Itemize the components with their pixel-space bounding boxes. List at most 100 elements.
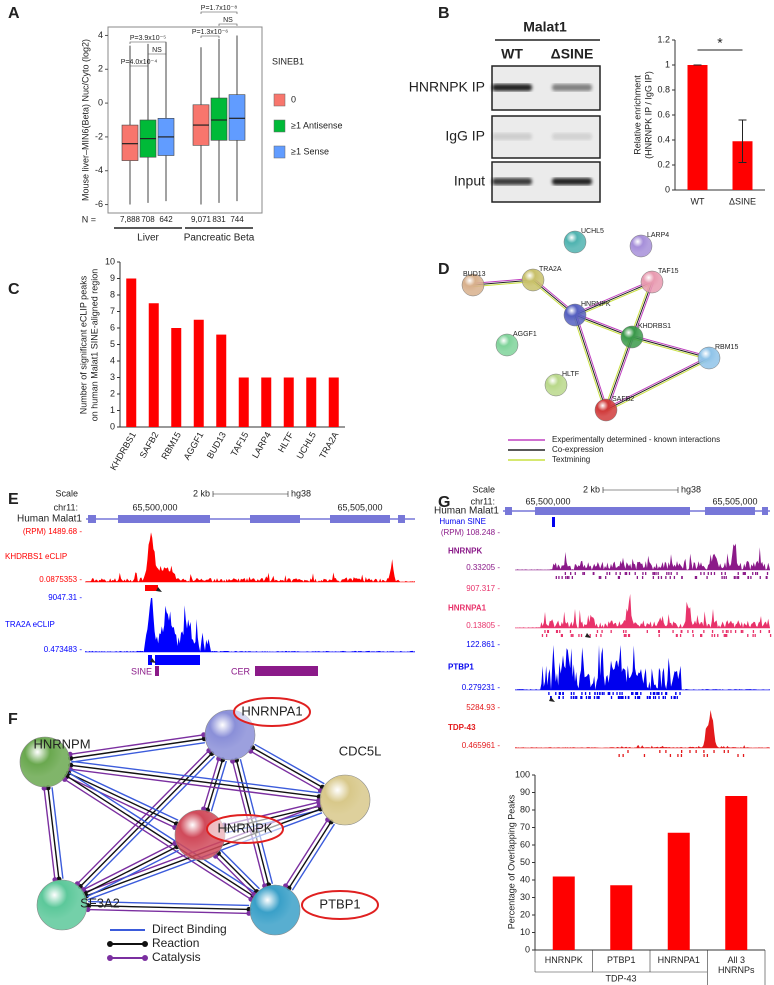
bar <box>148 303 159 427</box>
peak-tick <box>675 634 678 637</box>
peak-tick <box>616 692 618 695</box>
box <box>210 97 228 141</box>
peak-tick <box>665 576 667 579</box>
peak-tick <box>600 576 602 579</box>
legend-label: Experimentally determined - known intera… <box>552 435 720 444</box>
legend-swatch <box>273 93 286 107</box>
bar <box>126 278 137 427</box>
peak-tick <box>670 572 672 575</box>
peak-tick <box>619 692 621 695</box>
network-node <box>249 884 301 936</box>
n-label: 831 <box>212 215 226 224</box>
y-tick-label: 8 <box>110 289 115 299</box>
peak-tick <box>596 696 598 699</box>
node-label: HNRNPK <box>581 301 611 308</box>
network-edge <box>254 743 325 785</box>
panel-letter: E <box>8 491 19 508</box>
peak-tick <box>625 572 628 575</box>
peak-tick <box>584 692 587 695</box>
network-edge <box>576 314 608 410</box>
bar <box>306 377 317 427</box>
node-label: PTBP1 <box>319 896 360 911</box>
network-edge <box>76 750 210 885</box>
exon <box>88 515 96 523</box>
legend-dot <box>107 941 113 947</box>
y-tick-label: 0 <box>110 421 115 431</box>
peak-tick <box>676 696 678 699</box>
peak-tick <box>642 572 644 575</box>
network-edge <box>87 908 249 915</box>
error-bar <box>738 119 747 163</box>
gel-band <box>552 84 592 91</box>
network-edge <box>68 772 177 825</box>
network-node <box>319 774 371 826</box>
y-tick-label: -6 <box>95 199 103 209</box>
sig-bracket <box>129 41 167 44</box>
network-edge <box>84 846 178 894</box>
scale-bar-label: 2 kb <box>193 488 210 498</box>
x-tick-label: TRA2A <box>317 430 340 460</box>
peak-tick <box>737 576 740 579</box>
peak-tick <box>656 692 658 695</box>
peak-tick <box>578 634 580 637</box>
network-node <box>594 398 618 422</box>
peak-tick <box>706 576 708 579</box>
peak-tick <box>588 696 590 699</box>
y-tick-label: 30 <box>520 892 530 902</box>
peak-tick <box>595 634 598 637</box>
peak-tick <box>695 576 698 579</box>
peak-tick <box>711 634 713 637</box>
gel-row-label: Input <box>454 173 485 189</box>
sig-bracket <box>129 65 149 68</box>
peak-tick <box>605 576 607 579</box>
network-node <box>19 736 71 788</box>
signal-track <box>85 532 415 582</box>
sig-label: P=1.7x10⁻⁸ <box>201 5 237 12</box>
y-axis-label: (HNRNPK IP / IgG IP) <box>643 71 653 159</box>
peak-tick <box>559 630 561 633</box>
peak-tick <box>547 630 549 633</box>
peak-tick <box>689 750 691 753</box>
peak-tick <box>695 750 697 753</box>
peak-tick <box>652 696 655 699</box>
network-edge <box>68 772 256 894</box>
scale-label: Scale <box>472 484 495 494</box>
node-label: CDC5L <box>339 743 382 758</box>
track-max: (RPM) 108.248 - <box>441 528 500 537</box>
x-tick-label: WT <box>691 196 705 206</box>
network-edge <box>607 337 634 411</box>
peak-tick <box>725 630 728 633</box>
legend-label: 0 <box>291 94 296 104</box>
peak-tick <box>572 634 574 637</box>
peak-tick <box>580 696 582 699</box>
peak-tick <box>627 634 630 637</box>
peak-tick <box>606 572 608 575</box>
peak-tick <box>734 630 737 633</box>
network-edge <box>51 787 64 879</box>
sig-bracket <box>147 53 167 56</box>
peak-tick <box>589 634 591 637</box>
bar <box>610 885 633 950</box>
x-tick-label: RBM15 <box>159 430 183 461</box>
scale-bar <box>602 487 679 493</box>
node-label: RBM15 <box>715 344 738 351</box>
peak-tick <box>670 696 673 699</box>
peak-tick <box>622 754 624 757</box>
network-edge <box>202 758 220 810</box>
peak-tick <box>570 572 572 575</box>
peak-tick <box>569 630 572 633</box>
n-prefix: N = <box>82 214 96 224</box>
y-axis-label: Percentage of Overlapping Peaks <box>506 794 516 929</box>
y-tick-label: 70 <box>520 822 530 832</box>
network-node <box>461 273 485 297</box>
gel-row-label: IgG IP <box>445 128 485 144</box>
network-edge <box>43 788 56 880</box>
track-min: 0.33205 - <box>466 563 500 572</box>
peak-tick <box>679 692 681 695</box>
y-tick-label: 10 <box>520 927 530 937</box>
network-edge <box>70 764 320 798</box>
peak-tick <box>668 572 670 575</box>
sig-label: * <box>717 35 723 51</box>
peak-tick <box>700 634 702 637</box>
